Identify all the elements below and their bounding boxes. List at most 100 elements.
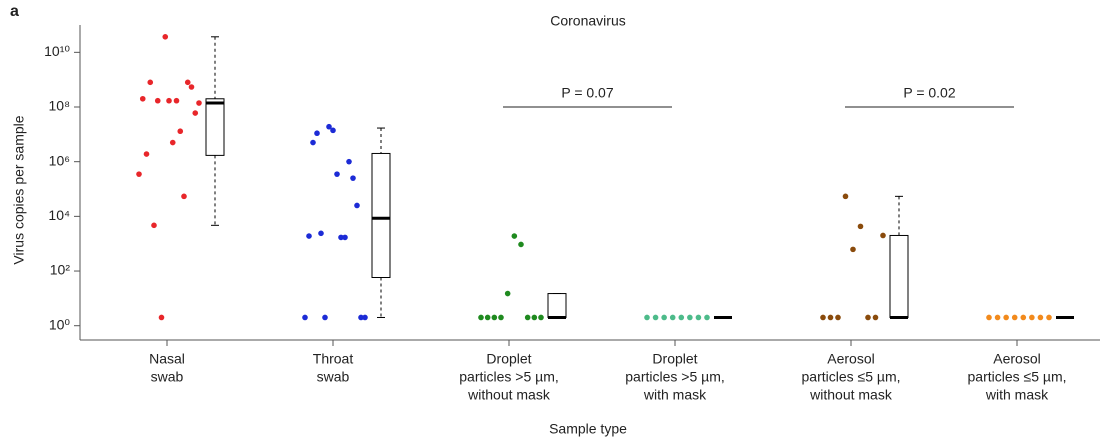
box [547, 293, 567, 318]
data-point [334, 171, 340, 177]
data-point [518, 241, 524, 248]
data-point [1011, 314, 1018, 321]
x-tick-label: without mask [809, 387, 893, 403]
data-point [181, 193, 187, 200]
data-point [362, 314, 368, 321]
data-point [704, 314, 710, 321]
data-point [850, 246, 856, 253]
data-point [147, 79, 154, 86]
data-point [835, 314, 841, 321]
x-tick-label: Aerosol [827, 351, 874, 367]
data-point [478, 314, 484, 321]
data-point [350, 175, 356, 181]
data-point [524, 314, 531, 321]
y-tick-label: 10⁴ [48, 207, 70, 223]
data-point [358, 314, 364, 321]
data-point [322, 314, 328, 321]
data-point [865, 314, 871, 321]
data-point [306, 233, 312, 239]
y-tick-label: 10⁸ [49, 98, 71, 114]
x-tick-label: particles >5 µm, [625, 369, 725, 385]
data-point [196, 100, 202, 106]
y-axis-label: Virus copies per sample [11, 115, 27, 264]
x-tick-label: Nasal [149, 351, 185, 367]
data-point [184, 79, 191, 86]
data-point [1029, 314, 1035, 321]
data-point [1046, 314, 1052, 321]
data-point [669, 314, 676, 321]
data-point [162, 34, 169, 40]
data-point [880, 232, 886, 239]
panel-label: a [10, 3, 19, 20]
annotation: P = 0.07 [561, 85, 614, 101]
data-point [986, 314, 992, 321]
data-point [139, 95, 146, 102]
data-point [151, 222, 157, 229]
data-point [504, 290, 511, 297]
data-point [687, 314, 693, 321]
data-point [994, 314, 1001, 321]
data-point [169, 139, 176, 146]
data-point [1037, 314, 1044, 321]
x-tick-label: Droplet [652, 351, 697, 367]
data-point [166, 97, 172, 104]
data-point [484, 314, 491, 321]
data-point [511, 233, 518, 239]
y-tick-label: 10⁰ [49, 316, 71, 332]
data-point [827, 314, 834, 321]
annotation: P = 0.02 [903, 85, 956, 101]
data-point [538, 314, 544, 321]
data-point [661, 314, 667, 321]
x-tick-label: swab [317, 369, 350, 385]
data-point [695, 314, 702, 321]
x-tick-label: Droplet [486, 351, 531, 367]
data-point [678, 314, 685, 321]
data-point [192, 110, 199, 116]
data-point [498, 314, 504, 321]
data-point [872, 314, 879, 321]
x-tick-label: without mask [467, 387, 551, 403]
data-point [188, 84, 195, 90]
x-tick-label: particles ≤5 µm, [802, 369, 901, 385]
data-point [346, 158, 352, 165]
data-point [842, 193, 849, 200]
data-point [531, 314, 538, 321]
data-point [1003, 314, 1009, 321]
chart-title: Coronavirus [550, 13, 625, 29]
data-point [354, 202, 360, 209]
x-tick-label: particles ≤5 µm, [968, 369, 1067, 385]
data-point [857, 223, 864, 230]
data-point [314, 130, 320, 137]
data-point [177, 128, 184, 135]
data-point [652, 314, 659, 321]
data-point [1020, 314, 1027, 321]
x-tick-label: Aerosol [993, 351, 1040, 367]
y-tick-label: 10¹⁰ [44, 43, 70, 59]
data-point [154, 97, 161, 104]
data-point [136, 171, 142, 177]
x-tick-label: with mask [985, 387, 1049, 403]
data-point [338, 234, 344, 241]
data-point [310, 139, 316, 146]
box [371, 152, 391, 278]
box [889, 234, 909, 318]
data-point [342, 234, 348, 241]
data-point [820, 314, 826, 321]
box [205, 98, 225, 156]
data-point [644, 314, 650, 321]
y-tick-label: 10⁶ [49, 152, 70, 168]
data-point [491, 314, 498, 321]
data-point [302, 314, 308, 321]
data-point [326, 123, 332, 130]
data-point [330, 127, 336, 134]
data-point [158, 314, 165, 321]
y-tick-label: 10² [50, 262, 71, 278]
x-tick-label: with mask [643, 387, 707, 403]
x-tick-label: particles >5 µm, [459, 369, 559, 385]
data-point [318, 230, 324, 237]
data-point [173, 97, 180, 104]
x-tick-label: Throat [313, 351, 354, 367]
x-axis-label: Sample type [549, 421, 627, 437]
data-point [143, 151, 150, 157]
